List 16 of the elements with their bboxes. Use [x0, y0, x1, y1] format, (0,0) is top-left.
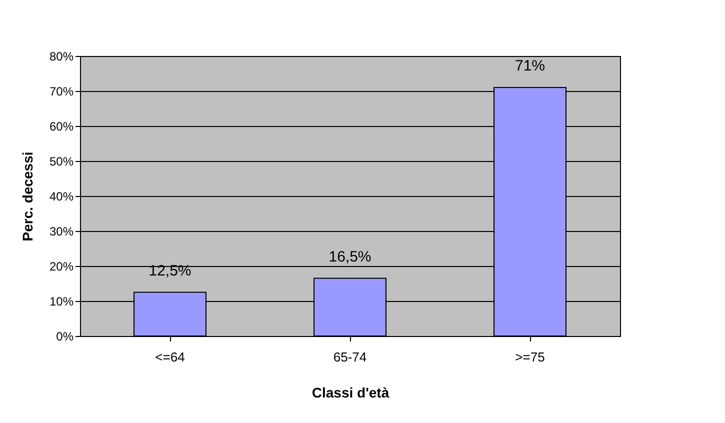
data-label: 16,5% [328, 248, 372, 266]
y-tick-label: 0% [56, 330, 74, 344]
y-tick-label: 50% [49, 154, 74, 168]
y-tick-label: 80% [49, 50, 74, 64]
x-tick-label: <=64 [155, 350, 185, 364]
y-tick-label: 10% [49, 294, 74, 308]
x-tick-label: 65-74 [333, 350, 367, 364]
y-tick-label: 30% [49, 224, 74, 238]
y-axis-title: Perc. decessi [19, 152, 36, 242]
x-tick-label: >=75 [515, 350, 545, 364]
data-label: 71% [514, 58, 546, 74]
y-tick-label: 40% [49, 190, 74, 204]
y-tick-label: 60% [49, 120, 74, 134]
y-tick-label: 20% [49, 260, 74, 274]
x-axis-title: Classi d'età [312, 384, 390, 400]
y-tick-label: 70% [49, 84, 74, 98]
